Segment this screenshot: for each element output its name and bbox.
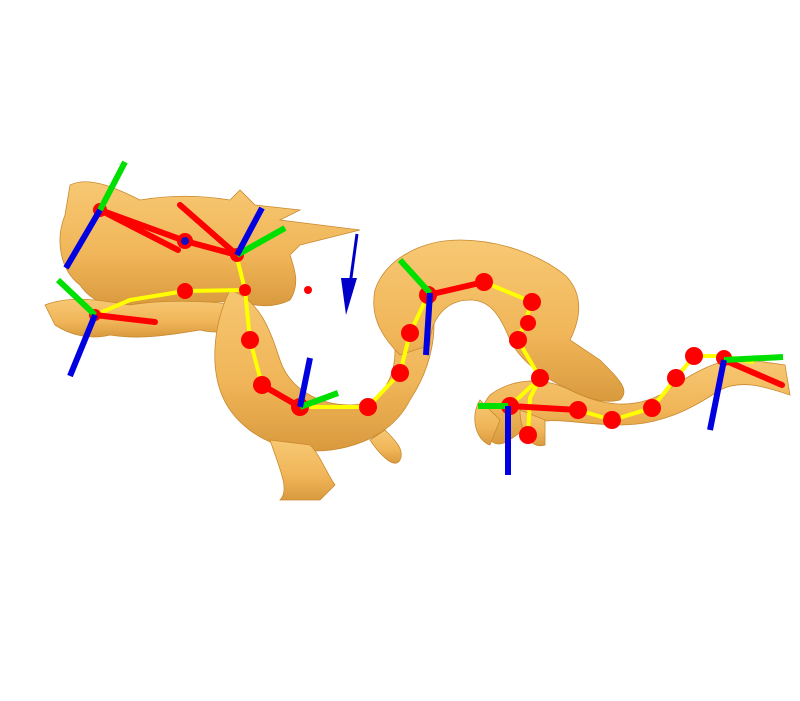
joint-center-marker: [181, 237, 189, 245]
joint[interactable]: [253, 376, 271, 394]
joint[interactable]: [569, 401, 587, 419]
frame-arch: [397, 257, 433, 356]
frame-hind: [478, 403, 511, 475]
gravity-arrow: [341, 233, 359, 315]
gravity-arrow-head-icon: [341, 278, 357, 315]
gravity-arrow-shaft: [348, 233, 359, 286]
joint[interactable]: [603, 411, 621, 429]
joint[interactable]: [523, 293, 541, 311]
frame-head-top: [63, 160, 128, 270]
joint[interactable]: [509, 331, 527, 349]
bone-body-3: [507, 403, 581, 413]
bone-head-4: [177, 202, 240, 258]
dragon-mesh: [44, 181, 791, 501]
joint[interactable]: [685, 347, 703, 365]
joint[interactable]: [519, 426, 537, 444]
axis-frames: [55, 160, 784, 475]
joint[interactable]: [391, 364, 409, 382]
dragon-hind-leg: [474, 399, 501, 446]
joint[interactable]: [401, 324, 419, 342]
joint[interactable]: [177, 283, 193, 299]
dragon-front-leg: [269, 439, 336, 501]
joints: [89, 203, 732, 444]
bone-jaw: [92, 312, 158, 325]
joint[interactable]: [520, 315, 536, 331]
frame-tail: [707, 354, 784, 431]
frame-head-back: [234, 206, 287, 258]
bone-body-2: [425, 279, 487, 298]
frame-jaw: [55, 277, 98, 378]
frame-neck: [297, 357, 340, 410]
skeleton-curve-jaw: [93, 288, 247, 317]
joint[interactable]: [239, 284, 251, 296]
bone-tail: [721, 357, 785, 388]
joint[interactable]: [643, 399, 661, 417]
dragon-arch: [373, 239, 625, 402]
joint[interactable]: [531, 369, 549, 387]
joint[interactable]: [304, 286, 312, 294]
bone-head-2: [97, 207, 181, 253]
dragon-head: [59, 181, 361, 307]
head-bones: [92, 202, 785, 413]
joint[interactable]: [359, 398, 377, 416]
bone-head-3: [182, 238, 240, 258]
joint[interactable]: [475, 273, 493, 291]
dragon-front-foot: [369, 429, 402, 464]
joint[interactable]: [241, 331, 259, 349]
joint[interactable]: [667, 369, 685, 387]
